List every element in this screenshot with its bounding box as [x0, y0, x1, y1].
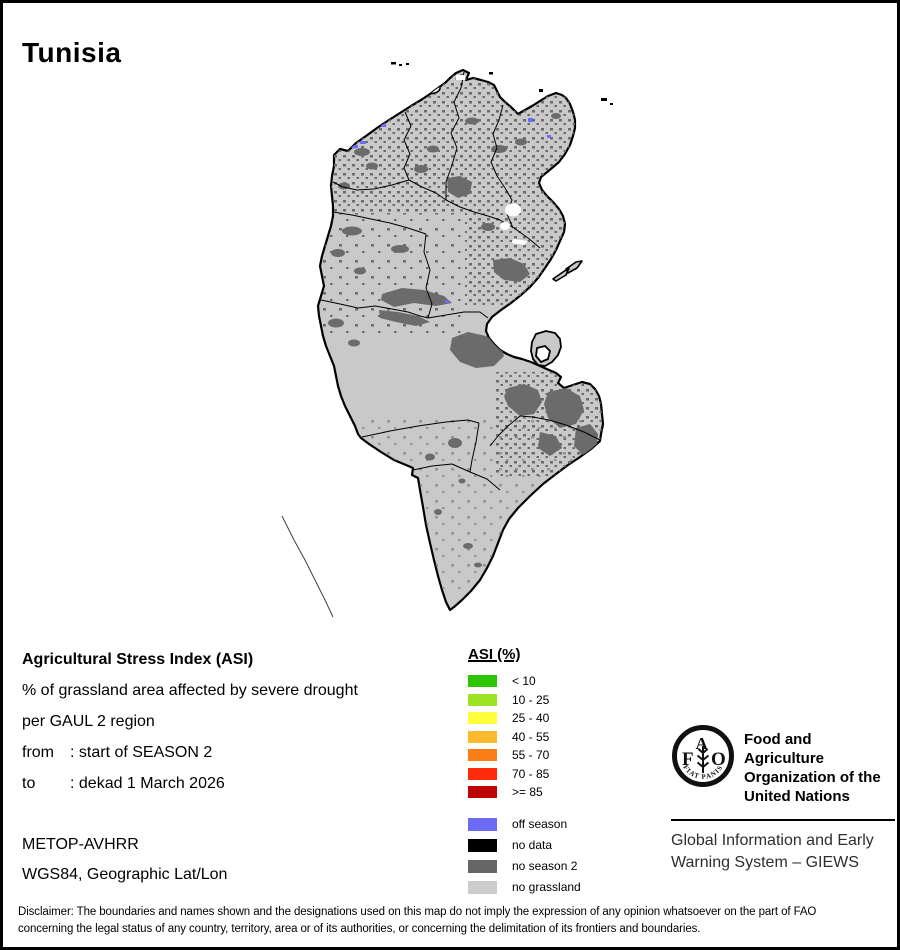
fao-branding: F A O FIAT PANIS Food and Agriculture Or… [671, 724, 895, 874]
legend-label: 10 - 25 [512, 692, 550, 707]
legend-swatch-no-season2 [468, 859, 497, 873]
legend-swatch-10-25 [468, 693, 497, 706]
fao-name-line1: Food and Agriculture [744, 731, 825, 767]
no-season2-speckle [318, 70, 603, 590]
legend-swatch-no-data [468, 838, 497, 852]
legend-swatch-lt10 [468, 675, 497, 688]
legend-label: < 10 [512, 674, 536, 689]
legend-label: 40 - 55 [512, 729, 550, 744]
from-value: : start of SEASON 2 [70, 744, 213, 761]
legend-row: off season [468, 814, 581, 835]
page-title: Tunisia [22, 36, 122, 68]
legend-row: < 10 [468, 672, 581, 691]
kerkennah-islands [552, 260, 583, 282]
legend-row: no data [468, 835, 581, 856]
offshore-islets [391, 62, 613, 105]
svg-text:F: F [682, 749, 694, 770]
legend-label: no season 2 [512, 859, 578, 873]
legend-label: 25 - 40 [512, 711, 550, 726]
legend-row: >= 85 [468, 783, 581, 802]
region-boundaries [320, 71, 601, 491]
legend-row: no grassland [468, 877, 581, 898]
legend-swatch-no-grassland [468, 880, 497, 894]
legend-title: ASI (%) [468, 646, 521, 663]
from-row: from : start of SEASON 2 [22, 744, 452, 762]
sensor-name: METOP-AVHRR [22, 836, 139, 853]
legend-row: no season 2 [468, 856, 581, 877]
fao-name: Food and Agriculture Organization of the… [744, 724, 895, 806]
disclaimer: Disclaimer: The boundaries and names sho… [18, 904, 890, 938]
legend-label: no grassland [512, 880, 581, 894]
legend-label: 55 - 70 [512, 748, 550, 763]
to-label: to [22, 775, 36, 792]
neighbor-boundary [281, 515, 334, 618]
djerba-island [530, 330, 562, 367]
legend-label: 70 - 85 [512, 766, 550, 781]
giews-line2: Warning System – GIEWS [671, 854, 859, 871]
legend-swatch-25-40 [468, 712, 497, 725]
svg-text:A: A [696, 734, 709, 753]
disclaimer-line1: Disclaimer: The boundaries and names sho… [18, 906, 817, 918]
giews-name: Global Information and Early Warning Sys… [671, 830, 895, 874]
svg-text:O: O [711, 749, 726, 770]
map-metadata: METOP-AVHRR WGS84, Geographic Lat/Lon [22, 836, 227, 896]
legend-row: 55 - 70 [468, 746, 581, 765]
asi-subtitle: % of grassland area affected by severe d… [22, 682, 358, 699]
legend-row: 10 - 25 [468, 691, 581, 710]
legend-swatch-55-70 [468, 749, 497, 762]
from-label: from [22, 744, 54, 761]
legend: ASI (%) < 10 10 - 25 25 - 40 40 - 55 55 … [468, 646, 581, 898]
legend-row: 40 - 55 [468, 728, 581, 747]
fao-logo-icon: F A O FIAT PANIS [672, 725, 734, 787]
to-value: : dekad 1 March 2026 [70, 775, 225, 792]
legend-row: 25 - 40 [468, 709, 581, 728]
legend-swatch-off-season [468, 817, 497, 831]
disclaimer-line2: concerning the legal status of any count… [18, 923, 701, 935]
legend-swatch-ge85 [468, 786, 497, 799]
legend-row: 70 - 85 [468, 765, 581, 784]
legend-label: no data [512, 838, 553, 852]
asi-region-line: per GAUL 2 region [22, 713, 155, 730]
fao-separator [671, 819, 895, 821]
legend-swatch-70-85 [468, 767, 497, 780]
map-description: Agricultural Stress Index (ASI) % of gra… [22, 651, 452, 806]
to-row: to : dekad 1 March 2026 [22, 775, 452, 793]
fao-name-line2: Organization of the [744, 769, 881, 786]
legend-status-classes: off season no data no season 2 no grassl… [468, 814, 581, 898]
legend-swatch-40-55 [468, 730, 497, 743]
fao-logo-row: F A O FIAT PANIS Food and Agriculture Or… [671, 724, 895, 806]
fao-name-line3: United Nations [744, 788, 850, 805]
legend-asi-classes: < 10 10 - 25 25 - 40 40 - 55 55 - 70 70 … [468, 672, 581, 802]
projection-name: WGS84, Geographic Lat/Lon [22, 866, 228, 883]
giews-line1: Global Information and Early [671, 832, 874, 849]
legend-label: >= 85 [512, 785, 543, 800]
legend-label: off season [512, 817, 568, 831]
asi-heading: Agricultural Stress Index (ASI) [22, 651, 254, 668]
